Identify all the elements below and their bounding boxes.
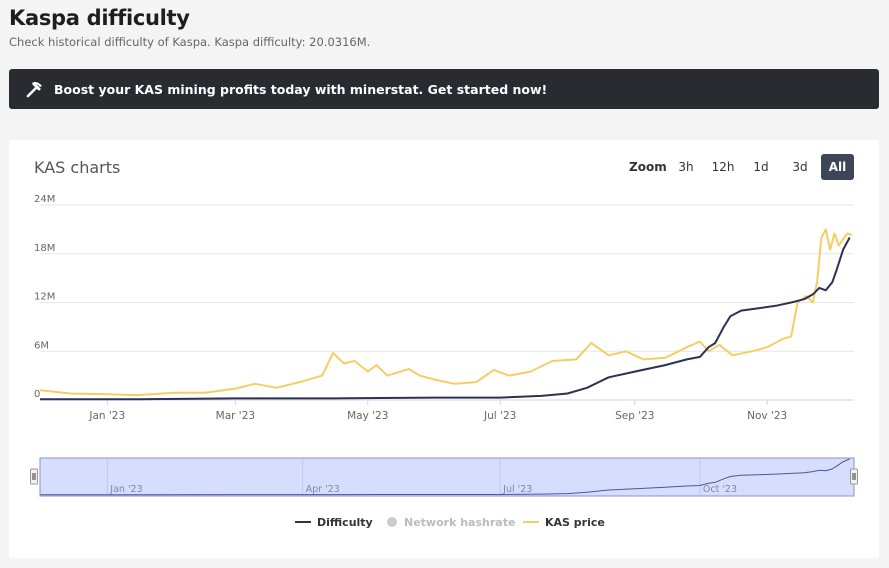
y-tick-label: 12M	[34, 292, 55, 303]
y-tick-label: 24M	[34, 194, 55, 205]
y-tick-label: 18M	[34, 243, 55, 254]
chart-heading: KAS charts	[34, 158, 121, 177]
zoom-label: Zoom	[629, 160, 667, 174]
navigator[interactable]: Jan '23 Apr '23 Jul '23 Oct '23	[9, 452, 879, 502]
series-line-kas-price[interactable]	[39, 228, 853, 397]
x-tick-label: Jan '23	[88, 410, 125, 422]
navigator-track	[39, 457, 855, 497]
pickaxe-icon	[26, 80, 44, 98]
zoom-12h-button[interactable]: 12h	[711, 160, 735, 174]
navigator-selection[interactable]	[39, 457, 855, 497]
zoom-3d-button[interactable]: 3d	[792, 160, 808, 174]
navigator-tick-label: Oct '23	[703, 484, 737, 495]
x-tick-label: Nov '23	[747, 410, 787, 422]
navigator-left-handle[interactable]	[30, 468, 38, 485]
navigator-series	[40, 458, 850, 496]
x-tick-label: May '23	[347, 410, 388, 422]
zoom-1d-button[interactable]: 1d	[753, 160, 769, 174]
promo-banner[interactable]: Boost your KAS mining profits today with…	[9, 69, 879, 109]
legend-network-hashrate[interactable]: Network hashrate	[387, 514, 515, 530]
legend-difficulty[interactable]: Difficulty	[295, 514, 373, 530]
x-tick-label: Mar '23	[216, 410, 255, 422]
legend-difficulty-line	[295, 521, 311, 523]
promo-banner-text: Boost your KAS mining profits today with…	[54, 81, 548, 97]
legend-difficulty-label: Difficulty	[317, 515, 373, 529]
chart-card: KAS charts Zoom 3h 12h 1d 3d All 0 6M 12M 1…	[9, 140, 879, 558]
series-line-difficulty[interactable]	[40, 237, 851, 401]
y-tick-label: 6M	[34, 340, 49, 351]
navigator-tick-label: Jul '23	[502, 484, 532, 495]
page-title: Kaspa difficulty	[9, 6, 190, 30]
x-tick-label: Jul '23	[483, 410, 516, 422]
zoom-all-button[interactable]: All	[821, 154, 854, 180]
legend-kas-price[interactable]: KAS price	[523, 514, 605, 530]
y-tick-label: 0	[34, 389, 40, 400]
main-chart[interactable]: 0 6M 12M 18M 24M Jan '23 Mar '23 May '23 Jul '2…	[9, 190, 879, 490]
legend-kas-price-line	[523, 521, 539, 523]
legend-network-hashrate-dot	[387, 517, 397, 527]
zoom-3h-button[interactable]: 3h	[678, 160, 694, 174]
x-tick-label: Sep '23	[615, 410, 654, 422]
navigator-tick-label: Jan '23	[109, 484, 142, 495]
navigator-tick-label: Apr '23	[306, 484, 340, 495]
legend-network-hashrate-label: Network hashrate	[404, 515, 516, 529]
navigator-right-handle[interactable]	[850, 468, 858, 485]
legend-kas-price-label: KAS price	[545, 515, 605, 529]
page-subtitle: Check historical difficulty of Kaspa. Ka…	[9, 35, 371, 49]
